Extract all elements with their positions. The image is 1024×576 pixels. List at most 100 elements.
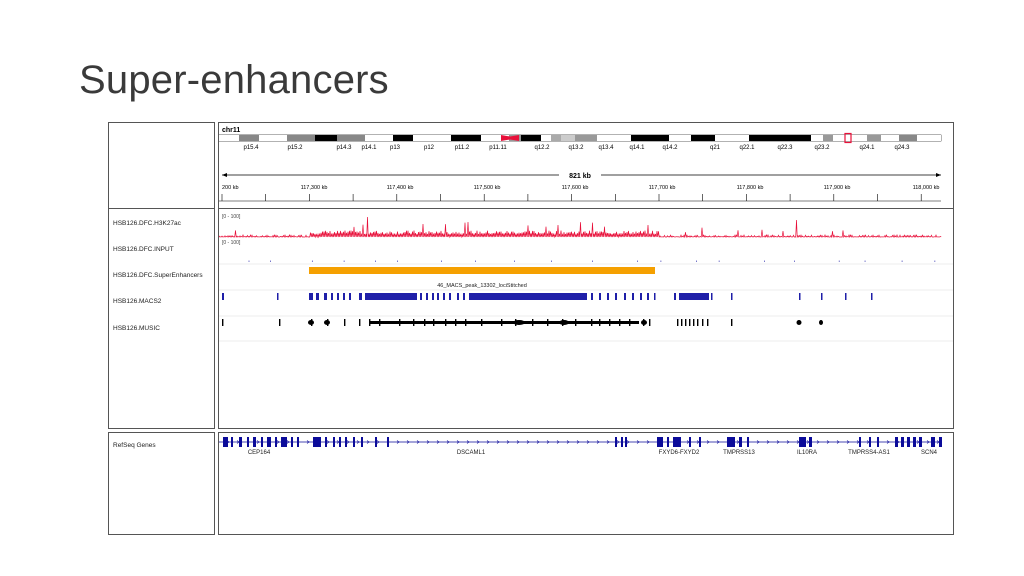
- macs2-peak: [599, 293, 601, 300]
- h3k27ac-signal[interactable]: [219, 216, 942, 239]
- refseq-name-panel[interactable]: RefSeq Genes: [108, 432, 215, 535]
- track-name-music[interactable]: HSB126.MUSIC: [113, 325, 160, 332]
- gene-exon: [297, 437, 299, 447]
- gene-exon: [809, 437, 812, 447]
- gene-exon: [223, 437, 228, 447]
- h3k27ac-trace: [219, 216, 942, 239]
- music-peak: [513, 320, 525, 325]
- header-svg: chr11 p15.4 p15.2 p14.3 p14.1 p13 p12 p11.2 p11…: [219, 127, 942, 202]
- span-arrow-left: [222, 173, 227, 177]
- ruler-tick-label: 117,700 kb: [649, 185, 676, 191]
- ruler-tick-label: 117,500 kb: [474, 185, 501, 191]
- track-name-panel[interactable]: HSB126.DFC.H3K27ac HSB126.DFC.INPUT HSB1…: [108, 208, 215, 429]
- input-signal[interactable]: [248, 260, 936, 263]
- strand-arrow: [546, 440, 550, 444]
- gene-labels: CEP164 DSCAML1 FXYD6-FXYD2 TMPRSS13 IL10RA TM…: [248, 450, 938, 456]
- strand-arrow: [816, 440, 820, 444]
- chromosome-label: chr11: [222, 127, 240, 134]
- ideogram-band: [597, 135, 631, 141]
- refseq-data-panel[interactable]: CEP164 DSCAML1 FXYD6-FXYD2 TMPRSS13 IL10RA TM…: [218, 432, 954, 535]
- macs2-peak: [640, 293, 642, 300]
- music-peak: [707, 319, 709, 326]
- tracks-data-panel[interactable]: [0 - 100] [0 - 100] 46_MACS_peak_13302_l…: [218, 208, 954, 429]
- ideogram-band: [575, 135, 597, 141]
- gene-exon: [333, 437, 335, 447]
- music-peak: [649, 319, 651, 326]
- track-name-h3k27ac[interactable]: HSB126.DFC.H3K27ac: [113, 220, 181, 227]
- band-label: q13.2: [568, 145, 584, 151]
- macs2-peak: [799, 293, 801, 300]
- gene-exon: [261, 437, 263, 447]
- music-peak: [369, 321, 639, 324]
- ideogram-band: [365, 135, 393, 141]
- band-label: p15.4: [243, 145, 259, 151]
- music-peak: [641, 320, 647, 325]
- gene-label: IL10RA: [797, 450, 817, 456]
- gene-exon: [231, 437, 233, 447]
- macs2-peak: [309, 293, 313, 300]
- music-peak: [344, 319, 346, 326]
- ideogram-band: [811, 135, 823, 141]
- strand-arrow: [636, 440, 640, 444]
- strand-arrow: [836, 440, 840, 444]
- gene-exon: [313, 437, 321, 447]
- band-label: q13.4: [598, 145, 614, 151]
- macs2-peak: [426, 293, 428, 300]
- gene-exon: [667, 437, 669, 447]
- track-name-macs2[interactable]: HSB126.MACS2: [113, 298, 162, 305]
- header-data-panel[interactable]: chr11 p15.4 p15.2 p14.3 p14.1 p13 p12 p11.2 p11…: [218, 122, 954, 209]
- strand-arrow: [626, 440, 630, 444]
- ideogram-band: [715, 135, 749, 141]
- ideogram-band: [451, 135, 481, 141]
- macs2-peak: [591, 293, 593, 300]
- strand-arrow: [516, 440, 520, 444]
- strand-arrow: [596, 440, 600, 444]
- gene-exon: [747, 437, 749, 447]
- gene-exon: [913, 437, 916, 447]
- macs2-peak: [607, 293, 609, 300]
- ideogram-band: [259, 135, 287, 141]
- strand-arrow: [496, 440, 500, 444]
- ruler[interactable]: 200 kb 117,300 kb 117,400 kb 117,500 kb 117,…: [219, 185, 941, 202]
- ideogram-band: [899, 135, 917, 141]
- music-peak: [796, 320, 802, 325]
- track-name-input[interactable]: HSB126.DFC.INPUT: [113, 246, 174, 253]
- h3k27ac-range: [0 - 100]: [222, 214, 241, 220]
- strand-arrow: [416, 440, 420, 444]
- music-peak: [689, 319, 691, 326]
- macs2-peak: [632, 293, 634, 300]
- macs2-peak: [679, 293, 709, 300]
- refseq-genes[interactable]: [219, 437, 942, 447]
- gene-exon: [621, 437, 623, 447]
- gene-exon: [699, 437, 701, 447]
- ruler-tick-label: 200 kb: [222, 185, 239, 191]
- music-peak: [731, 319, 733, 326]
- band-label: q21: [710, 145, 721, 151]
- superenhancer-label: 46_MACS_peak_13302_lociStitched: [437, 283, 527, 289]
- strand-arrow: [536, 440, 540, 444]
- track-name-superenhancers[interactable]: HSB126.DFC.SuperEnhancers: [113, 272, 203, 279]
- gene-exon: [291, 437, 293, 447]
- gene-exon: [275, 437, 277, 447]
- music-peak: [702, 319, 704, 326]
- macs2-peak: [343, 293, 345, 300]
- macs2-peaks[interactable]: [222, 293, 873, 300]
- track-name-refseq[interactable]: RefSeq Genes: [113, 442, 156, 449]
- music-peak: [308, 320, 314, 325]
- music-peaks[interactable]: [222, 319, 823, 326]
- music-peak: [697, 319, 699, 326]
- ruler-tick-label: 117,400 kb: [387, 185, 414, 191]
- gene-exon: [919, 437, 922, 447]
- strand-arrow: [456, 440, 460, 444]
- strand-arrow: [276, 440, 280, 444]
- gene-exon: [361, 437, 363, 447]
- superenhancer-feature[interactable]: [309, 267, 655, 274]
- ruler-tick-label: 117,300 kb: [301, 185, 328, 191]
- ruler-tick-label: 118,000 kb: [913, 185, 940, 191]
- ideogram-band: [771, 135, 811, 141]
- macs2-peak: [821, 293, 823, 300]
- macs2-peak: [432, 293, 434, 300]
- chromosome-ideogram[interactable]: [219, 132, 942, 144]
- gene-exon: [895, 437, 898, 447]
- ideogram-band: [881, 135, 899, 141]
